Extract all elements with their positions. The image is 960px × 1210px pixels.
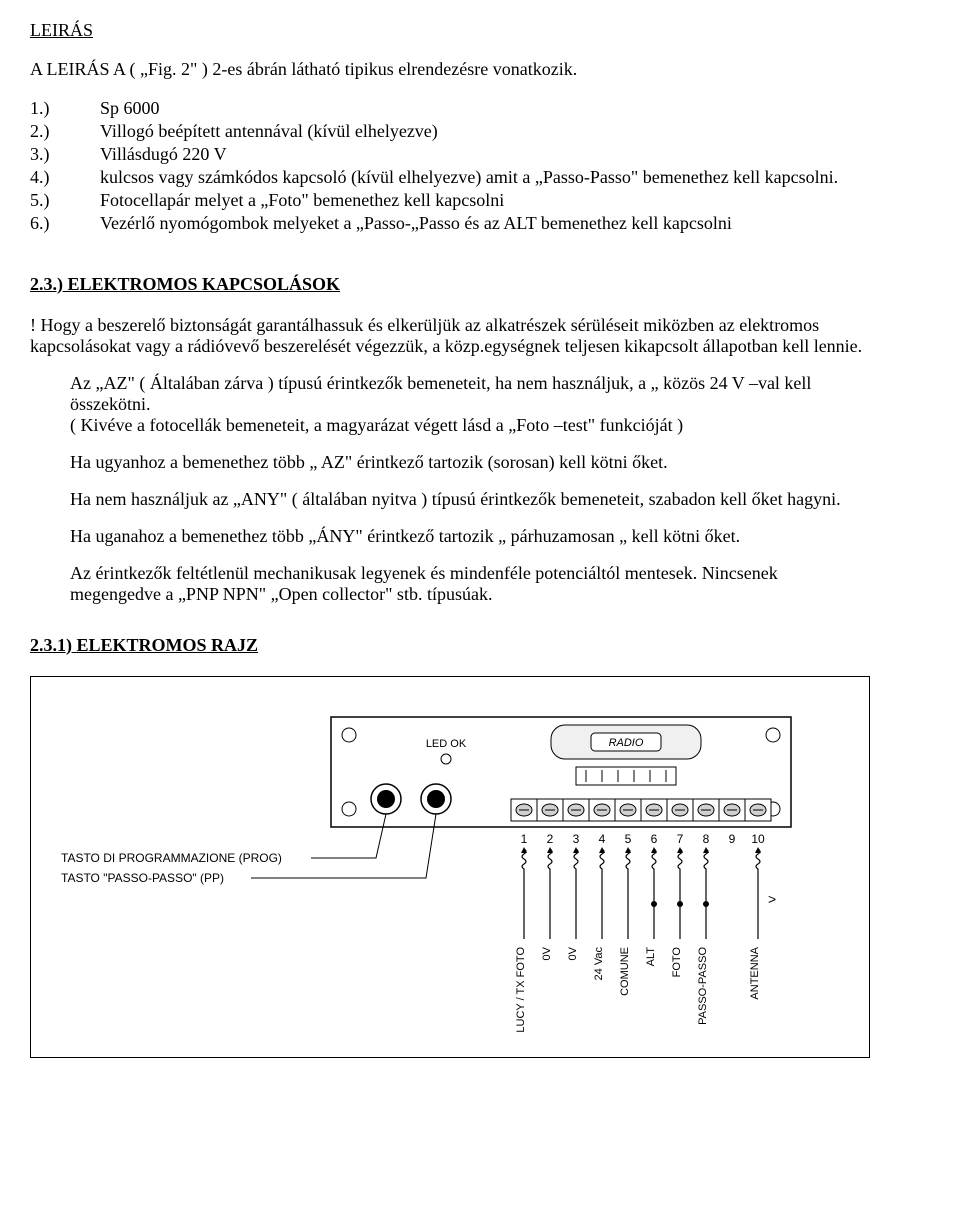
svg-text:>: > bbox=[768, 891, 776, 907]
svg-text:FOTO: FOTO bbox=[671, 947, 683, 978]
list-number: 1.) bbox=[30, 98, 100, 119]
svg-text:5: 5 bbox=[625, 832, 632, 846]
svg-text:3: 3 bbox=[573, 832, 580, 846]
document-page: LEIRÁS A LEIRÁS A ( „Fig. 2" ) 2-es ábrá… bbox=[0, 0, 900, 1078]
svg-text:TASTO DI PROGRAMMAZIONE (PROG): TASTO DI PROGRAMMAZIONE (PROG) bbox=[61, 851, 282, 865]
svg-text:8: 8 bbox=[703, 832, 710, 846]
svg-text:ALT: ALT bbox=[645, 947, 657, 967]
paragraph: Az „AZ" ( Általában zárva ) típusú érint… bbox=[70, 373, 870, 436]
paragraph: Ha nem használjuk az „ANY" ( általában n… bbox=[70, 489, 870, 510]
svg-text:4: 4 bbox=[599, 832, 606, 846]
list-number: 4.) bbox=[30, 167, 100, 188]
section-title-leiras: LEIRÁS bbox=[30, 20, 870, 41]
svg-text:PASSO-PASSO: PASSO-PASSO bbox=[697, 947, 709, 1025]
svg-text:10: 10 bbox=[751, 832, 765, 846]
intro-paragraph: A LEIRÁS A ( „Fig. 2" ) 2-es ábrán látha… bbox=[30, 59, 870, 80]
list-text: Sp 6000 bbox=[100, 98, 870, 119]
section-title-231: 2.3.1) ELEKTROMOS RAJZ bbox=[30, 635, 870, 656]
list-number: 6.) bbox=[30, 213, 100, 234]
list-item: 4.) kulcsos vagy számkódos kapcsoló (kív… bbox=[30, 167, 870, 188]
list-text: Vezérlő nyomógombok melyeket a „Passo-„P… bbox=[100, 213, 870, 234]
list-text: Villogó beépített antennával (kívül elhe… bbox=[100, 121, 870, 142]
svg-text:6: 6 bbox=[651, 832, 658, 846]
paragraph: Ha uganahoz a bemenethez több „ÁNY" érin… bbox=[70, 526, 870, 547]
paragraph-text: Az „AZ" ( Általában zárva ) típusú érint… bbox=[70, 373, 811, 414]
list-number: 2.) bbox=[30, 121, 100, 142]
list-item: 2.) Villogó beépített antennával (kívül … bbox=[30, 121, 870, 142]
svg-text:LED OK: LED OK bbox=[426, 738, 467, 750]
numbered-list: 1.) Sp 6000 2.) Villogó beépített antenn… bbox=[30, 98, 870, 234]
warning-paragraph: ! Hogy a beszerelő biztonságát garantálh… bbox=[30, 315, 870, 357]
list-text: Fotocellapár melyet a „Foto" bemenethez … bbox=[100, 190, 870, 211]
indented-block: Az „AZ" ( Általában zárva ) típusú érint… bbox=[30, 373, 870, 605]
svg-text:0V: 0V bbox=[567, 946, 579, 960]
svg-text:9: 9 bbox=[729, 832, 736, 846]
list-number: 5.) bbox=[30, 190, 100, 211]
diagram-svg: RADIO LED OK 1 2 3 4 5 6 7 8 9 10 > LUCY / TX FOTO 0V 0… bbox=[41, 687, 861, 1047]
list-item: 3.) Villásdugó 220 V bbox=[30, 144, 870, 165]
list-number: 3.) bbox=[30, 144, 100, 165]
svg-text:1: 1 bbox=[521, 832, 528, 846]
svg-text:2: 2 bbox=[547, 832, 554, 846]
svg-text:24 Vac: 24 Vac bbox=[593, 947, 605, 981]
paragraph: Ha ugyanhoz a bemenethez több „ AZ" érin… bbox=[70, 452, 870, 473]
list-item: 1.) Sp 6000 bbox=[30, 98, 870, 119]
svg-text:LUCY / TX FOTO: LUCY / TX FOTO bbox=[515, 947, 527, 1033]
list-item: 5.) Fotocellapár melyet a „Foto" bemenet… bbox=[30, 190, 870, 211]
svg-text:RADIO: RADIO bbox=[609, 737, 644, 749]
wiring-diagram: RADIO LED OK 1 2 3 4 5 6 7 8 9 10 > LUCY / TX FOTO 0V 0… bbox=[30, 676, 870, 1058]
svg-text:7: 7 bbox=[677, 832, 684, 846]
svg-text:ANTENNA: ANTENNA bbox=[749, 946, 761, 999]
svg-text:TASTO "PASSO-PASSO" (PP): TASTO "PASSO-PASSO" (PP) bbox=[61, 871, 224, 885]
list-text: kulcsos vagy számkódos kapcsoló (kívül e… bbox=[100, 167, 870, 188]
paragraph: Az érintkezők feltétlenül mechanikusak l… bbox=[70, 563, 870, 605]
section-title-23: 2.3.) ELEKTROMOS KAPCSOLÁSOK bbox=[30, 274, 870, 295]
list-text: Villásdugó 220 V bbox=[100, 144, 870, 165]
list-item: 6.) Vezérlő nyomógombok melyeket a „Pass… bbox=[30, 213, 870, 234]
svg-text:COMUNE: COMUNE bbox=[619, 947, 631, 996]
paragraph-text: ( Kivéve a fotocellák bemeneteit, a magy… bbox=[70, 415, 683, 435]
svg-text:0V: 0V bbox=[541, 946, 553, 960]
